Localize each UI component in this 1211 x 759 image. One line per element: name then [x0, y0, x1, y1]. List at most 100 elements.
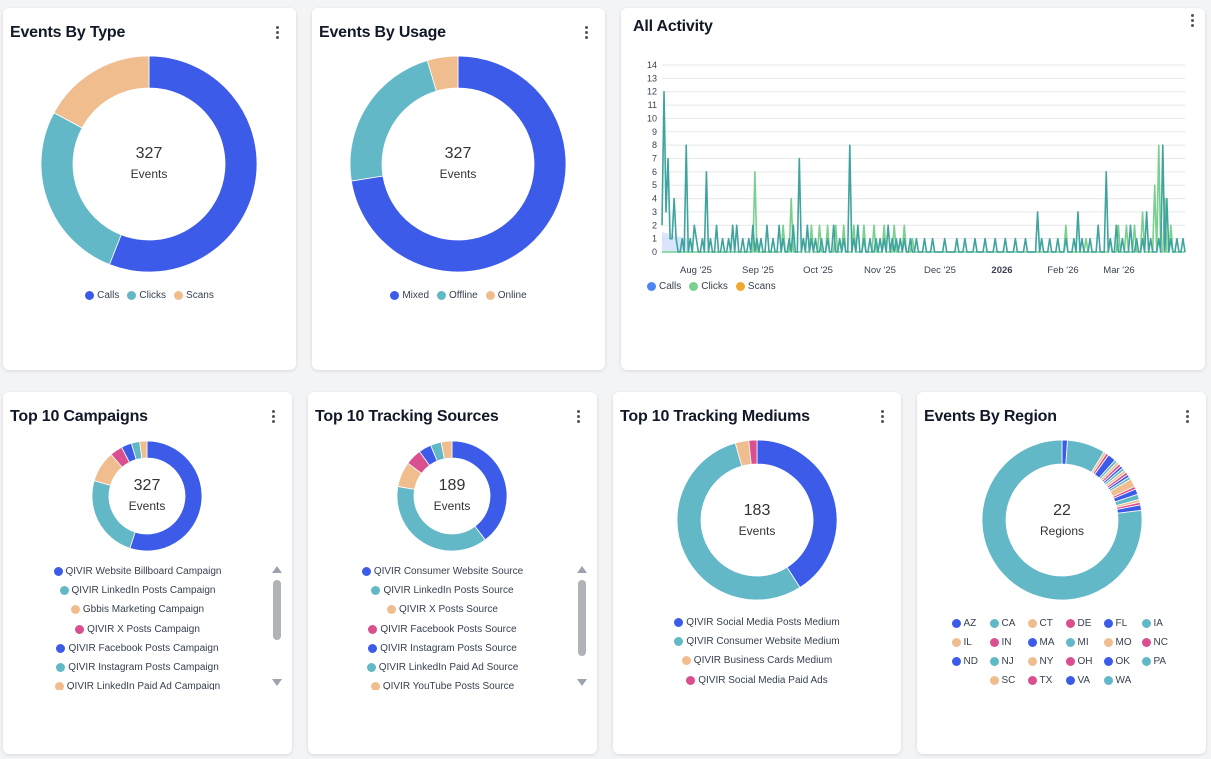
legend-item[interactable]: OK — [1103, 654, 1134, 669]
legend-item[interactable]: Calls — [647, 281, 681, 292]
scroll-down-icon[interactable] — [577, 679, 587, 686]
donut-chart — [981, 439, 1143, 601]
x-tick-label: Oct '25 — [803, 265, 833, 276]
legend-item[interactable]: QIVIR X Posts Campaign — [3, 620, 272, 639]
legend-item[interactable]: NY — [1027, 654, 1058, 669]
legend-item[interactable]: IN — [989, 635, 1020, 650]
legend-item[interactable]: QIVIR LinkedIn Paid Ad Campaign — [3, 677, 272, 690]
legend-item[interactable]: QIVIR Instagram Posts Campaign — [3, 658, 272, 677]
legend-scrollbar[interactable] — [577, 566, 587, 686]
legend-item[interactable]: QIVIR YouTube Posts Source — [308, 677, 577, 690]
legend-item[interactable]: NC — [1141, 635, 1172, 650]
legend-item[interactable]: MO — [1103, 635, 1134, 650]
slice-qivir-consumer-website-medium[interactable] — [676, 442, 801, 601]
legend-item[interactable]: QIVIR Consumer Website Source — [308, 562, 577, 581]
more-options-icon[interactable] — [877, 408, 887, 426]
legend-item[interactable]: IA — [1141, 616, 1172, 631]
more-options-icon[interactable] — [268, 408, 278, 426]
legend-item[interactable]: CT — [1027, 616, 1058, 631]
legend-dot-icon — [1103, 619, 1113, 628]
scroll-thumb[interactable] — [273, 580, 281, 640]
legend-dot-icon — [70, 605, 80, 615]
legend-item[interactable]: OH — [1065, 654, 1096, 669]
legend-dot-icon — [735, 282, 745, 291]
scroll-up-icon[interactable] — [577, 566, 587, 573]
legend-item[interactable]: ND — [951, 654, 982, 669]
slice-qivir-youtube-posts-source[interactable] — [440, 440, 453, 460]
legend-item[interactable]: QIVIR Facebook Posts Source — [308, 620, 577, 639]
legend-item[interactable]: SC — [989, 673, 1020, 688]
legend-item[interactable]: CA — [989, 616, 1020, 631]
legend-item[interactable]: Calls — [85, 290, 119, 301]
legend-item[interactable]: QIVIR Instagram Posts Source — [308, 639, 577, 658]
legend-item[interactable]: NJ — [989, 654, 1020, 669]
legend-item[interactable]: VA — [1065, 673, 1096, 688]
legend-scrollbar[interactable] — [272, 566, 282, 686]
legend-item[interactable]: TX — [1027, 673, 1058, 688]
legend-item[interactable]: Clicks — [127, 290, 166, 301]
legend-label: QIVIR Consumer Website Source — [373, 566, 524, 578]
scroll-up-icon[interactable] — [272, 566, 282, 573]
legend-item[interactable]: QIVIR LinkedIn Paid Ad Source — [308, 658, 577, 677]
center-label: Regions — [1039, 524, 1085, 538]
legend-label: MA — [1039, 637, 1055, 648]
legend-dot-icon — [368, 624, 378, 634]
legend-label: Clicks — [139, 290, 167, 301]
legend-item[interactable]: AZ — [951, 616, 982, 631]
legend-label: IL — [963, 637, 972, 648]
legend-item[interactable]: WA — [1103, 673, 1134, 688]
legend-item[interactable]: Gbbis Marketing Campaign — [3, 600, 272, 619]
legend-item[interactable]: Online — [485, 290, 527, 301]
slice-wa[interactable] — [981, 439, 1143, 601]
slice-qivir-social-media-paid-ads[interactable] — [748, 439, 758, 465]
legend-item[interactable]: QIVIR Facebook Posts Campaign — [3, 639, 272, 658]
legend-item[interactable]: QIVIR Consumer Website Medium — [613, 632, 901, 651]
clicks-series-line[interactable] — [662, 144, 1185, 253]
legend-item[interactable]: QIVIR Website Billboard Campaign — [3, 562, 272, 581]
legend-item[interactable]: PA — [1141, 654, 1172, 669]
slice-scans[interactable] — [53, 55, 150, 129]
legend-item[interactable]: MA — [1027, 635, 1058, 650]
top-mediums-card: Top 10 Tracking Mediums 183 Events QIVIR… — [613, 392, 901, 754]
legend-item[interactable]: Clicks — [689, 281, 728, 292]
legend-item[interactable]: FL — [1103, 616, 1134, 631]
more-options-icon[interactable] — [573, 408, 583, 426]
legend-item[interactable]: DE — [1065, 616, 1096, 631]
legend-item[interactable]: QIVIR LinkedIn Posts Source — [308, 581, 577, 600]
legend-item[interactable]: QIVIR X Posts Source — [308, 600, 577, 619]
legend-item[interactable]: Scans — [174, 290, 214, 301]
legend-item[interactable]: MI — [1065, 635, 1096, 650]
slice-qivir-linkedin-paid-ad-campaign[interactable] — [139, 440, 148, 459]
more-options-icon[interactable] — [1187, 12, 1197, 30]
slice-qivir-website-billboard-campaign[interactable] — [129, 440, 203, 552]
legend-item[interactable]: QIVIR Social Media Paid Ads — [613, 671, 901, 690]
x-tick-label: Dec '25 — [924, 265, 956, 276]
legend-item[interactable]: QIVIR Business Cards Medium — [613, 651, 901, 670]
slice-calls[interactable] — [108, 55, 258, 273]
card-title: Events By Region — [924, 408, 1057, 425]
legend-item[interactable]: Scans — [735, 281, 776, 292]
legend-item[interactable]: QIVIR LinkedIn Posts Campaign — [3, 581, 272, 600]
more-options-icon[interactable] — [272, 24, 282, 42]
more-options-icon[interactable] — [1182, 408, 1192, 426]
center-label: Events — [433, 499, 471, 513]
legend-label: MO — [1115, 637, 1132, 648]
legend-label: QIVIR Consumer Website Medium — [686, 636, 840, 648]
legend-item[interactable]: Offline — [437, 290, 478, 301]
legend-label: QIVIR X Posts Source — [399, 604, 498, 616]
center-value: 22 — [1053, 502, 1071, 519]
legend-dot-icon — [989, 676, 999, 685]
scroll-thumb[interactable] — [578, 580, 586, 656]
scans-series-line[interactable] — [661, 90, 1186, 253]
slice-online[interactable] — [426, 55, 459, 92]
legend-item[interactable]: Mixed — [390, 290, 429, 301]
slice-mixed[interactable] — [350, 55, 567, 273]
legend-label: QIVIR LinkedIn Posts Source — [383, 585, 514, 597]
legend-item[interactable]: IL — [951, 635, 982, 650]
legend-item[interactable]: QIVIR Social Media Posts Medium — [613, 613, 901, 632]
center-label: Events — [439, 167, 477, 181]
slice-clicks[interactable] — [40, 112, 122, 266]
more-options-icon[interactable] — [581, 24, 591, 42]
legend-dot-icon — [1103, 676, 1113, 685]
scroll-down-icon[interactable] — [272, 679, 282, 686]
